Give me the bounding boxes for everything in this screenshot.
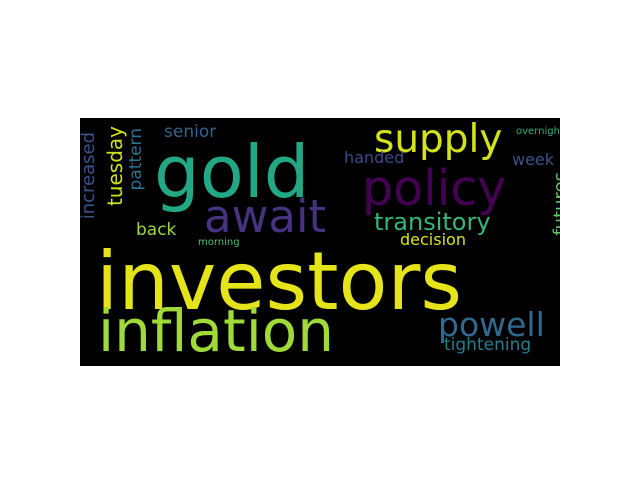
word-overnight: overnight bbox=[516, 126, 560, 137]
word-tightening: tightening bbox=[444, 335, 532, 355]
word-transitory: transitory bbox=[374, 208, 491, 236]
word-handed: handed bbox=[344, 148, 405, 167]
word-inflation: inflation bbox=[98, 297, 335, 365]
word-week: week bbox=[512, 150, 555, 169]
word-cloud: investors gold inflation await policy su… bbox=[80, 118, 560, 366]
word-decision: decision bbox=[400, 230, 466, 249]
word-investors: investors bbox=[96, 235, 463, 328]
word-back: back bbox=[136, 220, 177, 240]
word-increased: increased bbox=[80, 132, 99, 220]
word-morning: morning bbox=[198, 237, 240, 248]
word-gold: gold bbox=[154, 130, 310, 214]
word-futures: futures bbox=[550, 172, 560, 236]
word-powell: powell bbox=[438, 305, 545, 344]
word-pattern: pattern bbox=[126, 128, 146, 191]
word-senior: senior bbox=[164, 122, 217, 142]
word-await: await bbox=[204, 190, 327, 243]
word-tuesday: tuesday bbox=[103, 126, 127, 207]
word-policy: policy bbox=[362, 160, 507, 217]
word-supply: supply bbox=[374, 118, 503, 162]
